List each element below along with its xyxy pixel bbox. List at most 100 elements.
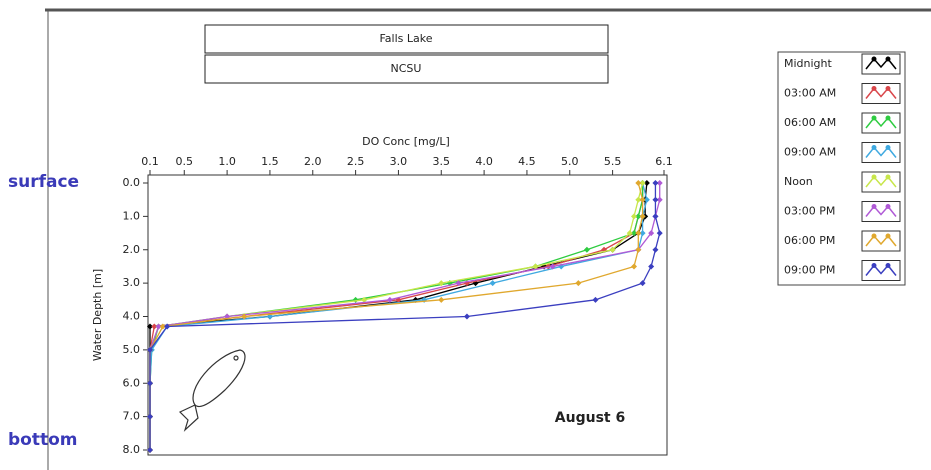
legend-marker [871, 204, 877, 209]
point [609, 246, 616, 253]
y-tick-label: 4.0 [123, 310, 141, 323]
legend-label: Midnight [784, 57, 833, 70]
legend-swatch-box [861, 171, 901, 193]
x-tick-label: 4.0 [475, 155, 493, 168]
point [583, 246, 590, 253]
x-tick-label: 0.1 [141, 155, 159, 168]
legend-swatch-box [861, 260, 901, 281]
legend-marker [871, 145, 877, 150]
y-tick-label: 8.0 [123, 443, 141, 456]
x-tick-label: 0.5 [176, 155, 194, 168]
point [549, 263, 556, 270]
chart-title: Falls Lake [379, 32, 432, 45]
y-tick-label: 6.0 [123, 376, 141, 389]
point [361, 296, 368, 303]
legend-swatch [865, 264, 897, 276]
point [643, 180, 650, 186]
point [386, 296, 393, 303]
title-box [204, 24, 609, 54]
y-tick-label: 0.0 [123, 176, 141, 189]
legend-label: 09:00 AM [784, 146, 836, 159]
point [631, 230, 638, 237]
legend-marker [885, 115, 891, 121]
legend-swatch [865, 116, 897, 129]
point [648, 230, 655, 237]
point [635, 246, 642, 253]
legend-swatch [865, 87, 897, 99]
point [592, 296, 599, 303]
point [639, 180, 646, 186]
legend-marker [885, 86, 891, 91]
series-line [149, 183, 661, 450]
y-axis-label: Water Depth [m] [91, 269, 104, 361]
legend-swatch [865, 57, 897, 70]
legend-swatch-box [861, 83, 901, 104]
point [639, 196, 646, 203]
point [635, 196, 642, 203]
point [652, 246, 659, 253]
legend-marker [871, 56, 877, 62]
x-tick-label: 6.1 [655, 155, 673, 168]
y-tick-label: 7.0 [123, 410, 141, 423]
annotation: August 6 [555, 410, 625, 426]
legend-swatch [865, 205, 897, 217]
point [151, 323, 158, 330]
y-tick-label: 3.0 [123, 276, 141, 289]
legend-swatch-box [861, 201, 901, 222]
point [575, 280, 582, 287]
legend-swatch [865, 175, 897, 188]
point [159, 323, 166, 330]
legend-marker [885, 263, 891, 268]
point [241, 313, 248, 320]
x-tick-label: 3.0 [390, 155, 408, 168]
legend-swatch-box [861, 112, 901, 134]
surface-label: surface [8, 172, 79, 192]
legend-marker [871, 174, 877, 180]
subtitle-box [204, 54, 609, 84]
point [648, 263, 655, 270]
bottom-label: bottom [8, 430, 78, 450]
x-tick-label: 2.5 [347, 155, 365, 168]
point [489, 280, 496, 287]
point [147, 447, 153, 453]
point [147, 346, 153, 353]
point [147, 413, 153, 420]
point [631, 263, 638, 270]
y-tick-label: 1.0 [123, 209, 141, 222]
legend-marker [885, 174, 891, 180]
x-tick-label: 2.0 [304, 155, 322, 168]
point [455, 280, 462, 287]
fish-icon [178, 349, 246, 432]
legend-marker [885, 204, 891, 209]
x-tick-label: 3.5 [433, 155, 451, 168]
point [635, 213, 642, 220]
point [652, 213, 659, 220]
x-tick-label: 1.0 [218, 155, 236, 168]
point [155, 323, 162, 330]
point [532, 263, 539, 270]
legend-swatch [865, 234, 897, 247]
point [652, 180, 659, 186]
legend-marker [871, 115, 877, 121]
point [635, 230, 642, 237]
point [643, 196, 650, 203]
legend-label: 03:00 AM [784, 87, 836, 100]
point [656, 196, 663, 203]
legend-marker [885, 145, 891, 150]
x-tick-label: 4.5 [518, 155, 536, 168]
legend-marker [871, 233, 877, 239]
y-tick-label: 2.0 [123, 243, 141, 256]
x-tick-label: 5.5 [604, 155, 622, 168]
point [639, 280, 646, 287]
point [147, 323, 153, 330]
legend-marker [871, 263, 877, 268]
legend-swatch-box [861, 230, 901, 252]
legend-label: Noon [784, 175, 813, 188]
point [463, 313, 470, 320]
legend-swatch-box [861, 142, 901, 163]
legend-swatch [865, 146, 897, 158]
point [652, 196, 659, 203]
point [656, 180, 663, 186]
point [639, 230, 646, 237]
